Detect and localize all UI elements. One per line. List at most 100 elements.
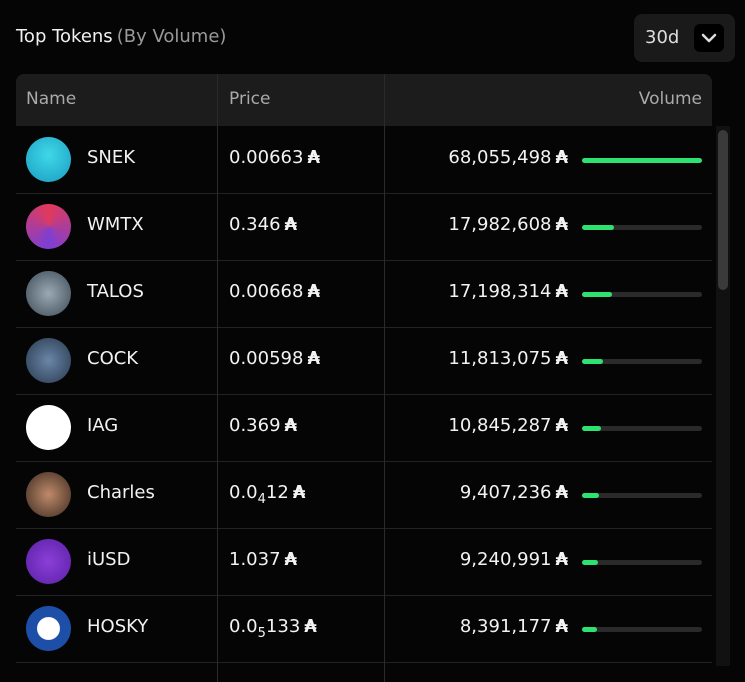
currency: ₳ xyxy=(555,147,568,168)
price-lead: 0.0 xyxy=(229,482,258,503)
token-icon xyxy=(26,405,71,450)
token-icon xyxy=(26,338,71,383)
token-icon xyxy=(26,271,71,316)
token-price: 0.346 ₳ xyxy=(229,214,297,235)
column-header[interactable]: Name xyxy=(26,89,77,109)
token-price: 0.00598 ₳ xyxy=(229,348,320,369)
token-name: SNEK xyxy=(87,147,136,168)
price-value: 0.369 xyxy=(229,415,281,436)
volume-value: 10,845,287 xyxy=(448,415,552,436)
period-dropdown[interactable]: 30d xyxy=(634,14,735,62)
token-volume: 10,845,287 ₳ xyxy=(448,415,568,436)
token-name: HOSKY xyxy=(87,616,149,637)
token-price: 0.05133 ₳ xyxy=(229,616,317,641)
token-volume: 17,982,608 ₳ xyxy=(448,214,568,235)
currency: ₳ xyxy=(307,147,320,168)
currency: ₳ xyxy=(555,616,568,637)
token-row[interactable]: IAG 0.369 ₳ 10,845,287 ₳ xyxy=(16,394,712,462)
volume-track xyxy=(582,426,702,431)
token-row[interactable]: TALOS 0.00668 ₳ 17,198,314 ₳ xyxy=(16,260,712,328)
volume-value: 8,391,177 xyxy=(459,616,552,637)
divider xyxy=(217,74,218,126)
volume-bar xyxy=(582,225,614,230)
divider xyxy=(384,74,385,126)
column-header[interactable]: Volume xyxy=(638,89,702,109)
token-volume: 8,391,177 ₳ xyxy=(460,616,568,637)
currency: ₳ xyxy=(307,281,320,302)
token-price: 0.00668 ₳ xyxy=(229,281,320,302)
token-volume: 11,813,075 ₳ xyxy=(448,348,568,369)
volume-value: 17,982,608 xyxy=(448,214,552,235)
volume-track xyxy=(582,292,702,297)
volume-value: 9,407,236 xyxy=(459,482,552,503)
volume-track xyxy=(582,158,702,163)
token-volume: 9,240,991 ₳ xyxy=(460,549,568,570)
currency: ₳ xyxy=(555,214,568,235)
currency: ₳ xyxy=(284,214,298,235)
token-volume: 68,055,498 ₳ xyxy=(448,147,568,168)
price-rest: 12 xyxy=(265,482,289,503)
volume-track xyxy=(582,627,702,632)
token-volume: 9,407,236 ₳ xyxy=(460,482,568,503)
token-icon xyxy=(26,539,71,584)
title: Top Tokens xyxy=(16,26,113,47)
currency: ₳ xyxy=(555,482,568,503)
token-row[interactable]: Charles 0.0412 ₳ 9,407,236 ₳ xyxy=(16,461,712,529)
token-volume: 17,198,314 ₳ xyxy=(448,281,568,302)
token-price: 0.0412 ₳ xyxy=(229,482,305,507)
subtitle: (By Volume) xyxy=(116,26,227,47)
token-name: iUSD xyxy=(87,549,131,570)
divider xyxy=(384,126,385,682)
currency: ₳ xyxy=(292,482,306,503)
price-zeros: 4 xyxy=(257,492,266,507)
token-row[interactable]: COCK 0.00598 ₳ 11,813,075 ₳ xyxy=(16,327,712,395)
price-value: 0.00663 xyxy=(229,147,304,168)
token-name: WMTX xyxy=(87,214,144,235)
price-value: 0.346 xyxy=(229,214,281,235)
currency: ₳ xyxy=(304,616,317,637)
scroll-thumb[interactable] xyxy=(718,130,728,290)
currency: ₳ xyxy=(307,348,320,369)
token-name: COCK xyxy=(87,348,139,369)
period-label: 30d xyxy=(645,27,680,48)
token-row[interactable]: HOSKY 0.05133 ₳ 8,391,177 ₳ xyxy=(16,595,712,663)
volume-value: 68,055,498 xyxy=(448,147,552,168)
price-value: 0.00598 xyxy=(229,348,304,369)
currency: ₳ xyxy=(284,549,298,570)
price-value: 0.00668 xyxy=(229,281,304,302)
volume-bar xyxy=(582,158,702,163)
price-value: 1.037 xyxy=(229,549,281,570)
token-icon xyxy=(26,204,71,249)
chevron-icon xyxy=(701,33,717,43)
chevron xyxy=(694,24,724,52)
token-row[interactable]: SNEK 0.00663 ₳ 68,055,498 ₳ xyxy=(16,126,712,194)
volume-value: 11,813,075 xyxy=(448,348,552,369)
token-icon xyxy=(26,137,71,182)
volume-bar xyxy=(582,560,599,565)
volume-bar xyxy=(582,359,603,364)
volume-track xyxy=(582,493,702,498)
currency: ₳ xyxy=(555,281,568,302)
volume-track xyxy=(582,560,702,565)
column-header[interactable]: Price xyxy=(229,89,271,109)
token-icon xyxy=(26,472,71,517)
token-price: 1.037 ₳ xyxy=(229,549,297,570)
currency: ₳ xyxy=(284,415,298,436)
currency: ₳ xyxy=(555,415,568,436)
volume-bar xyxy=(582,292,613,297)
scrollbar[interactable] xyxy=(716,126,730,666)
price-rest: 133 xyxy=(265,616,301,637)
volume-track xyxy=(582,359,702,364)
panel-title: Top Tokens (By Volume) xyxy=(16,26,226,47)
volume-bar xyxy=(582,627,597,632)
table-header: Name Price Volume xyxy=(16,74,712,126)
token-row[interactable]: iUSD 1.037 ₳ 9,240,991 ₳ xyxy=(16,528,712,596)
token-name: TALOS xyxy=(87,281,144,302)
price-lead: 0.0 xyxy=(229,616,258,637)
currency: ₳ xyxy=(555,348,568,369)
volume-value: 9,240,991 xyxy=(459,549,552,570)
divider xyxy=(217,126,218,682)
token-row[interactable]: WMTX 0.346 ₳ 17,982,608 ₳ xyxy=(16,193,712,261)
token-name: IAG xyxy=(87,415,119,436)
